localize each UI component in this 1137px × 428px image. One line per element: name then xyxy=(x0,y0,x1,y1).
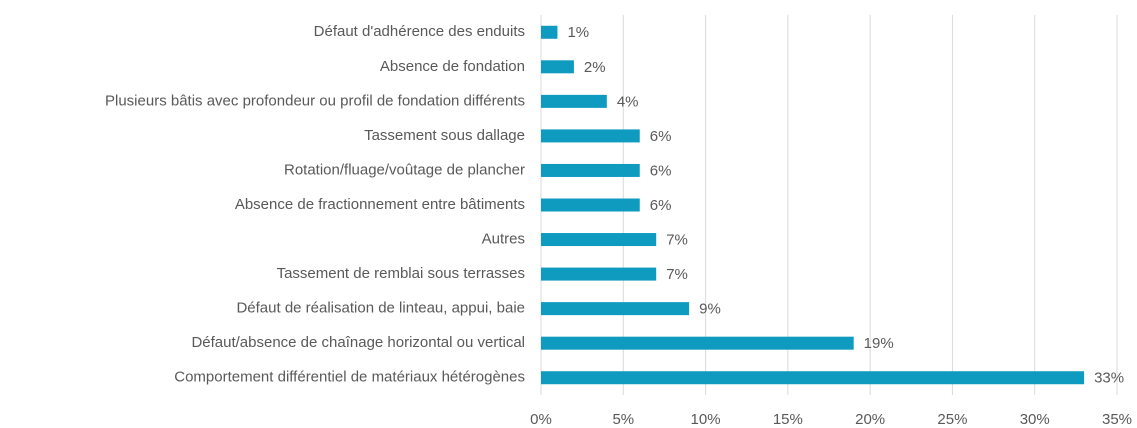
y-tick-label: Absence de fondation xyxy=(380,58,525,75)
bar xyxy=(541,25,558,39)
y-tick-label: Comportement différentiel de matériaux h… xyxy=(174,369,525,386)
y-tick-label: Plusieurs bâtis avec profondeur ou profi… xyxy=(105,92,525,109)
y-tick-label: Défaut d'adhérence des enduits xyxy=(314,23,525,40)
x-tick-label: 15% xyxy=(773,411,803,428)
value-label: 1% xyxy=(567,24,589,41)
bar xyxy=(541,163,640,177)
bar xyxy=(541,198,640,212)
value-label: 9% xyxy=(699,301,721,318)
y-tick-label: Défaut de réalisation de linteau, appui,… xyxy=(236,300,525,317)
value-label: 7% xyxy=(666,232,688,249)
x-tick-label: 10% xyxy=(691,411,721,428)
y-tick-label: Tassement sous dallage xyxy=(364,127,525,144)
value-label: 6% xyxy=(650,128,672,145)
bar xyxy=(541,267,657,281)
value-label: 19% xyxy=(864,335,894,352)
bar xyxy=(541,129,640,143)
y-tick-label: Rotation/fluage/voûtage de plancher xyxy=(284,161,525,178)
value-label: 6% xyxy=(650,162,672,179)
value-label: 33% xyxy=(1094,370,1124,387)
value-label: 7% xyxy=(666,266,688,283)
bar xyxy=(541,302,690,316)
x-tick-label: 0% xyxy=(530,411,552,428)
x-tick-label: 30% xyxy=(1020,411,1050,428)
bar xyxy=(541,60,574,74)
x-tick-label: 35% xyxy=(1102,411,1132,428)
y-tick-label: Tassement de remblai sous terrasses xyxy=(277,265,525,282)
bar xyxy=(541,94,607,108)
y-tick-label: Défaut/absence de chaînage horizontal ou… xyxy=(191,334,525,351)
x-tick-label: 25% xyxy=(937,411,967,428)
value-label: 2% xyxy=(584,59,606,76)
bar xyxy=(541,371,1085,385)
y-tick-label: Absence de fractionnement entre bâtiment… xyxy=(235,196,525,213)
bar xyxy=(541,233,657,247)
value-label: 6% xyxy=(650,197,672,214)
value-label: 4% xyxy=(617,93,639,110)
x-tick-label: 5% xyxy=(612,411,634,428)
x-tick-label: 20% xyxy=(855,411,885,428)
y-tick-label: Autres xyxy=(482,231,525,248)
bar xyxy=(541,336,854,350)
